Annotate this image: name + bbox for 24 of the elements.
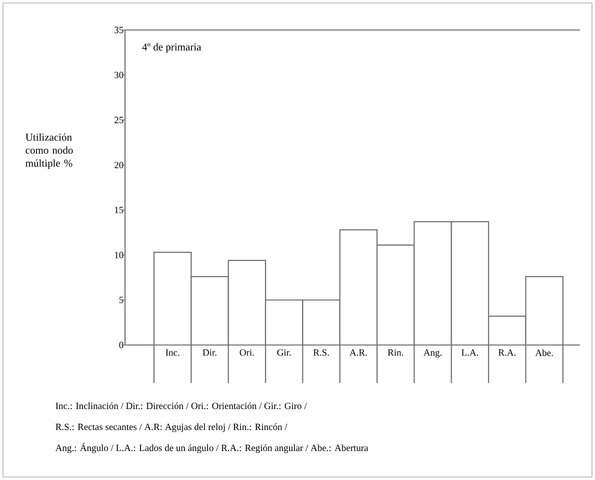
y-tick-label: 15 (114, 206, 124, 214)
y-tick-label: 25 (114, 116, 124, 124)
text: Inc.: Inclinación / Dir.: Dirección / Ori.: Orientación / Gir.: Giro / (56, 402, 307, 410)
x-tick-label: Gir. (277, 349, 291, 356)
y-tick-label: 10 (114, 252, 124, 258)
y-tick-label: 30 (114, 72, 124, 78)
x-tick-label: R.A. (498, 349, 516, 356)
text: 4º de primaria (142, 43, 202, 53)
y-tick-label: 5 (119, 296, 124, 304)
x-tick-label: Abe. (535, 349, 553, 356)
x-tick-label: R.S. (313, 349, 329, 356)
text: R.S.: Rectas secantes / A.R: Agujas del reloj / Rin.: Rincón / (56, 423, 288, 432)
x-tick-label: Rin. (388, 349, 404, 356)
x-tick-label: A.R. (350, 349, 367, 356)
y-axis-title: Utilización como nodo múltiple % (26, 133, 73, 169)
y-tick-label: 35 (114, 26, 124, 34)
x-tick-label: Inc. (166, 349, 180, 356)
y-tick-label: 0 (119, 342, 124, 348)
x-tick-label: Ang. (424, 349, 442, 358)
x-tick-label: L.A. (462, 349, 478, 356)
y-tick-label: 20 (114, 162, 124, 168)
text: Ang.: Ángulo / L.A.: Lados de un ángulo / R.A.: Región angular / Abe.: Abertura (55, 442, 368, 454)
x-tick-label: Ori. (240, 349, 254, 356)
x-tick-label: Dir. (202, 349, 216, 356)
